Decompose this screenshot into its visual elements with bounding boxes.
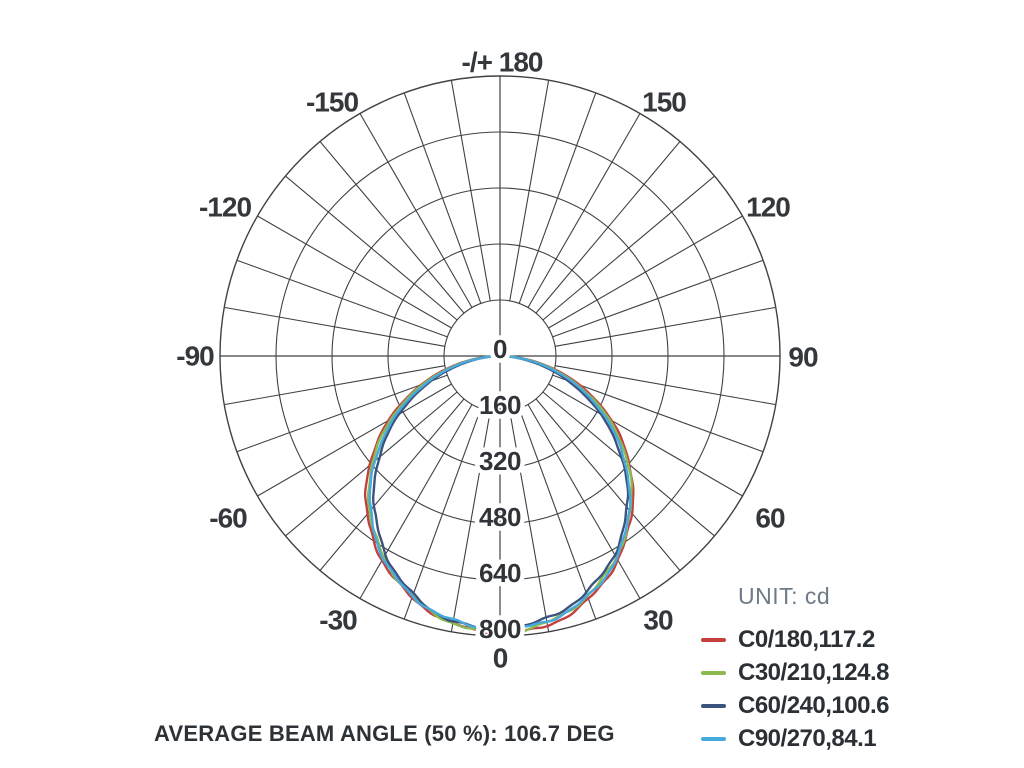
angle-label-0: 0	[493, 643, 508, 674]
legend-color-dash	[701, 637, 726, 642]
radial-label-640: 640	[479, 558, 521, 588]
radial-label-800: 800	[479, 614, 521, 644]
legend-item: C0/180,117.2	[701, 623, 889, 656]
angle-label-180: -/+ 180	[462, 47, 543, 78]
legend-unit-label: UNIT: cd	[738, 583, 831, 609]
angle-label-60: 60	[755, 503, 785, 534]
angle-label-120: 120	[746, 192, 790, 223]
curve-C90-270	[368, 354, 632, 632]
legend: UNIT: cd C0/180,117.2 C30/210,124.8 C60/24…	[701, 583, 889, 755]
angle-label-90: 90	[788, 342, 818, 373]
legend-item-label: C90/270,84.1	[738, 724, 877, 752]
legend-color-dash	[701, 670, 726, 675]
radial-label-0: 0	[493, 334, 507, 364]
intensity-curves	[363, 354, 635, 636]
radial-label-480: 480	[479, 502, 521, 532]
legend-color-dash	[701, 736, 726, 741]
radial-label-160: 160	[479, 390, 521, 420]
average-beam-angle-caption: AVERAGE BEAM ANGLE (50 %): 106.7 DEG	[154, 721, 615, 746]
angle-label-30: 30	[643, 605, 673, 636]
radial-label-320: 320	[479, 446, 521, 476]
legend-items: C0/180,117.2 C30/210,124.8 C60/240,100.6 C9…	[701, 623, 889, 755]
angle-labels: -/+ 180 -150 -120 -90 -60 -30 0 30 60 90 120 150	[176, 47, 819, 674]
legend-item: C30/210,124.8	[701, 656, 889, 689]
curve-C30-210	[366, 354, 633, 635]
angle-label--90: -90	[176, 341, 214, 372]
angle-label--120: -120	[199, 192, 251, 223]
legend-item: C90/270,84.1	[701, 722, 889, 755]
angle-label--150: -150	[306, 87, 358, 118]
legend-color-dash	[701, 703, 726, 708]
angle-label-150: 150	[642, 87, 686, 118]
legend-item-label: C0/180,117.2	[738, 625, 875, 653]
legend-item-label: C30/210,124.8	[738, 658, 889, 686]
angle-label--60: -60	[209, 503, 247, 534]
legend-item-label: C60/240,100.6	[738, 691, 889, 719]
legend-item: C60/240,100.6	[701, 689, 889, 722]
angle-label--30: -30	[319, 605, 357, 636]
radial-labels: 0 160 320 480 640 800	[475, 330, 526, 649]
